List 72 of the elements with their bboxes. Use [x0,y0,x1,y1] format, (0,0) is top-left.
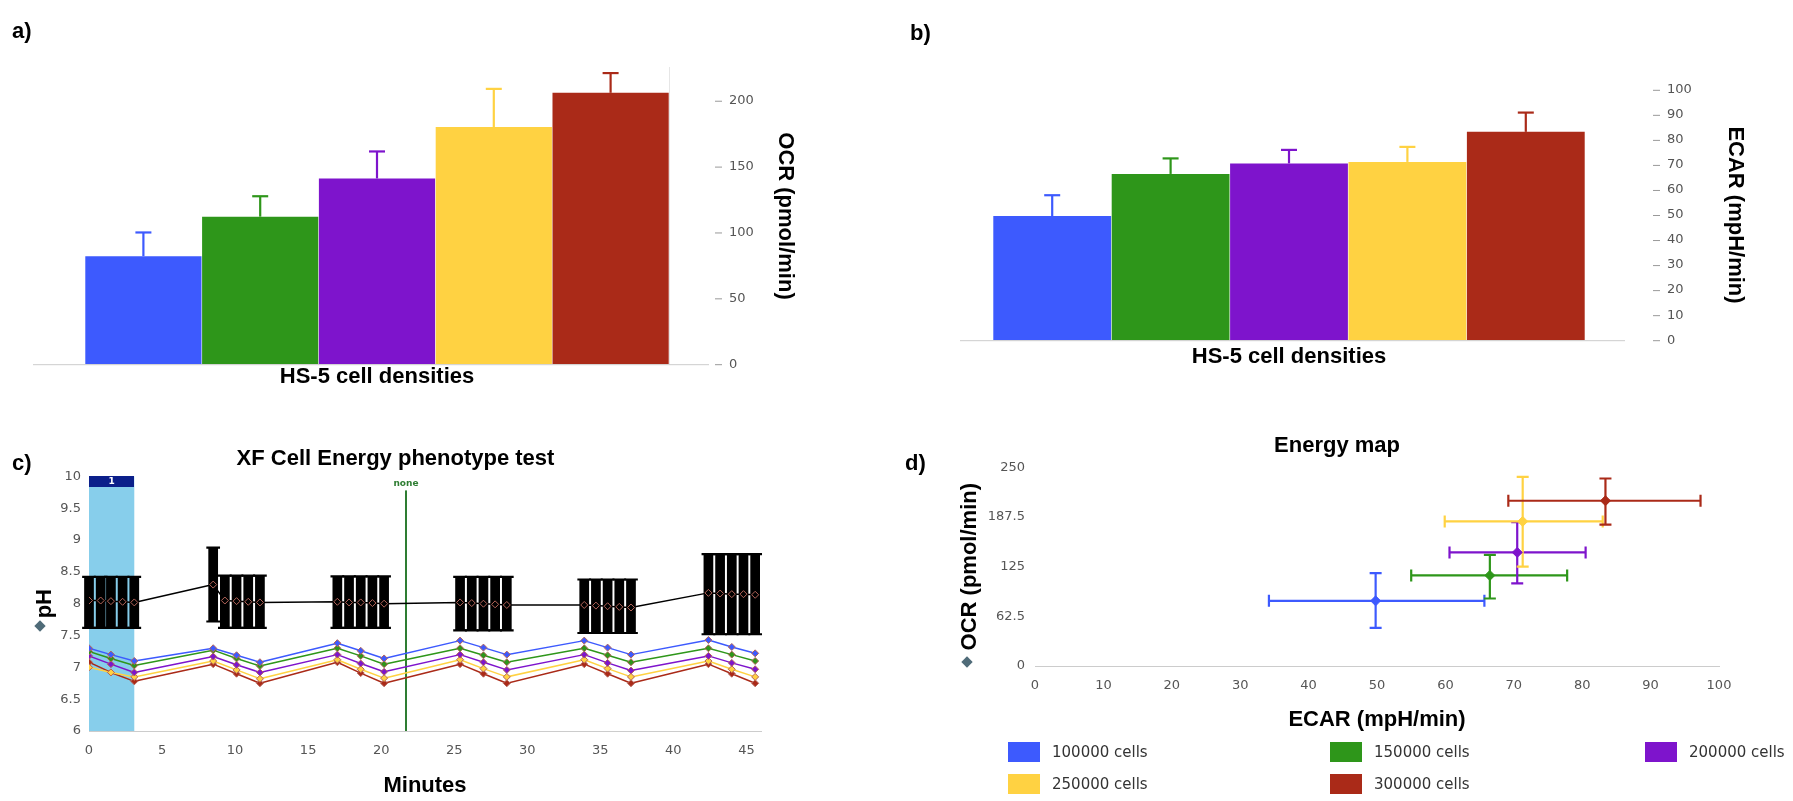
y-tick-label: 0 [1016,657,1025,673]
x-axis-title: HS-5 cell densities [279,363,475,389]
y-tick-label: 80 [1667,131,1684,147]
y-axis-title: pH [31,589,57,619]
x-tick-label: 10 [1095,677,1112,693]
legend-label: 200000 cells [1689,743,1785,761]
x-tick-label: 0 [1030,677,1040,693]
y-tick-label: 9 [72,531,81,547]
x-tick-label: 80 [1573,677,1591,693]
y-tick-label: 0 [1667,331,1676,347]
chart-title: Energy map [1274,432,1400,458]
legend-label: 250000 cells [1052,775,1148,793]
text: d) [905,450,926,476]
x-tick-label: 20 [372,742,390,758]
x-tick-label: 70 [1505,677,1523,693]
y-tick-label: 62.5 [996,607,1025,623]
x-tick-label: 50 [1368,677,1386,693]
y-tick-label: 100 [1667,81,1692,97]
x-tick-label: 30 [1231,677,1249,693]
x-tick-label: 0 [84,742,94,758]
x-tick-label: 35 [592,742,609,758]
y-tick-label: 10 [64,467,81,483]
y-tick-label: 6 [72,722,81,738]
text: c) [12,450,32,476]
x-tick-label: 90 [1642,677,1659,693]
x-tick-label: 60 [1437,677,1454,693]
x-tick-label: 20 [1163,677,1181,693]
x-tick-label: 40 [1300,677,1317,693]
y-tick-label: 125 [1000,558,1025,574]
y-tick-label: 0 [729,355,738,371]
y-tick-label: 50 [1667,206,1684,222]
y-axis-title: OCR (pmol/min) [956,482,982,651]
y-tick-label: 150 [729,157,754,173]
x-tick-label: 40 [665,742,682,758]
legend-label: 300000 cells [1374,775,1470,793]
y-tick-label: 90 [1667,106,1684,122]
y-tick-label: 70 [1667,156,1684,172]
x-tick-label: 5 [157,742,167,758]
y-axis-title: OCR (pmol/min) [773,132,799,300]
legend-label: 100000 cells [1052,743,1148,761]
x-tick-label: 45 [738,742,755,758]
y-tick-label: 30 [1667,256,1684,272]
y-tick-label: 7.5 [60,626,81,642]
y-tick-label: 100 [729,223,754,239]
x-tick-label: 100 [1706,677,1732,693]
legend-label: 150000 cells [1374,743,1470,761]
x-axis-title: ECAR (mpH/min) [1288,705,1466,731]
y-tick-label: 60 [1667,181,1684,197]
x-tick-label: 30 [518,742,536,758]
y-tick-label: 187.5 [987,508,1025,524]
y-tick-label: 40 [1667,231,1684,247]
text: a) [12,18,32,44]
x-axis-title: Minutes [383,771,467,797]
text: b) [910,20,931,46]
chart-title: XF Cell Energy phenotype test [236,445,556,471]
x-axis-title: HS-5 cell densities [1191,343,1387,369]
x-tick-label: 25 [445,742,463,758]
y-tick-label: 250 [1000,458,1025,474]
label-tag: 1 [89,476,135,488]
y-tick-label: 200 [729,92,754,108]
y-tick-label: 10 [1667,306,1684,322]
x-tick-label: 15 [299,742,317,758]
y-tick-label: 50 [729,289,746,305]
x-tick-label: 10 [226,742,244,758]
y-tick-label: 6.5 [60,690,81,706]
y-tick-label: 8 [72,595,81,611]
ref-line-label: none [393,477,419,488]
y-tick-label: 7 [72,658,81,674]
y-tick-label: 8.5 [60,563,81,579]
y-tick-label: 20 [1667,281,1684,297]
y-axis-title: ECAR (mpH/min) [1723,126,1749,304]
y-tick-label: 9.5 [60,499,81,515]
